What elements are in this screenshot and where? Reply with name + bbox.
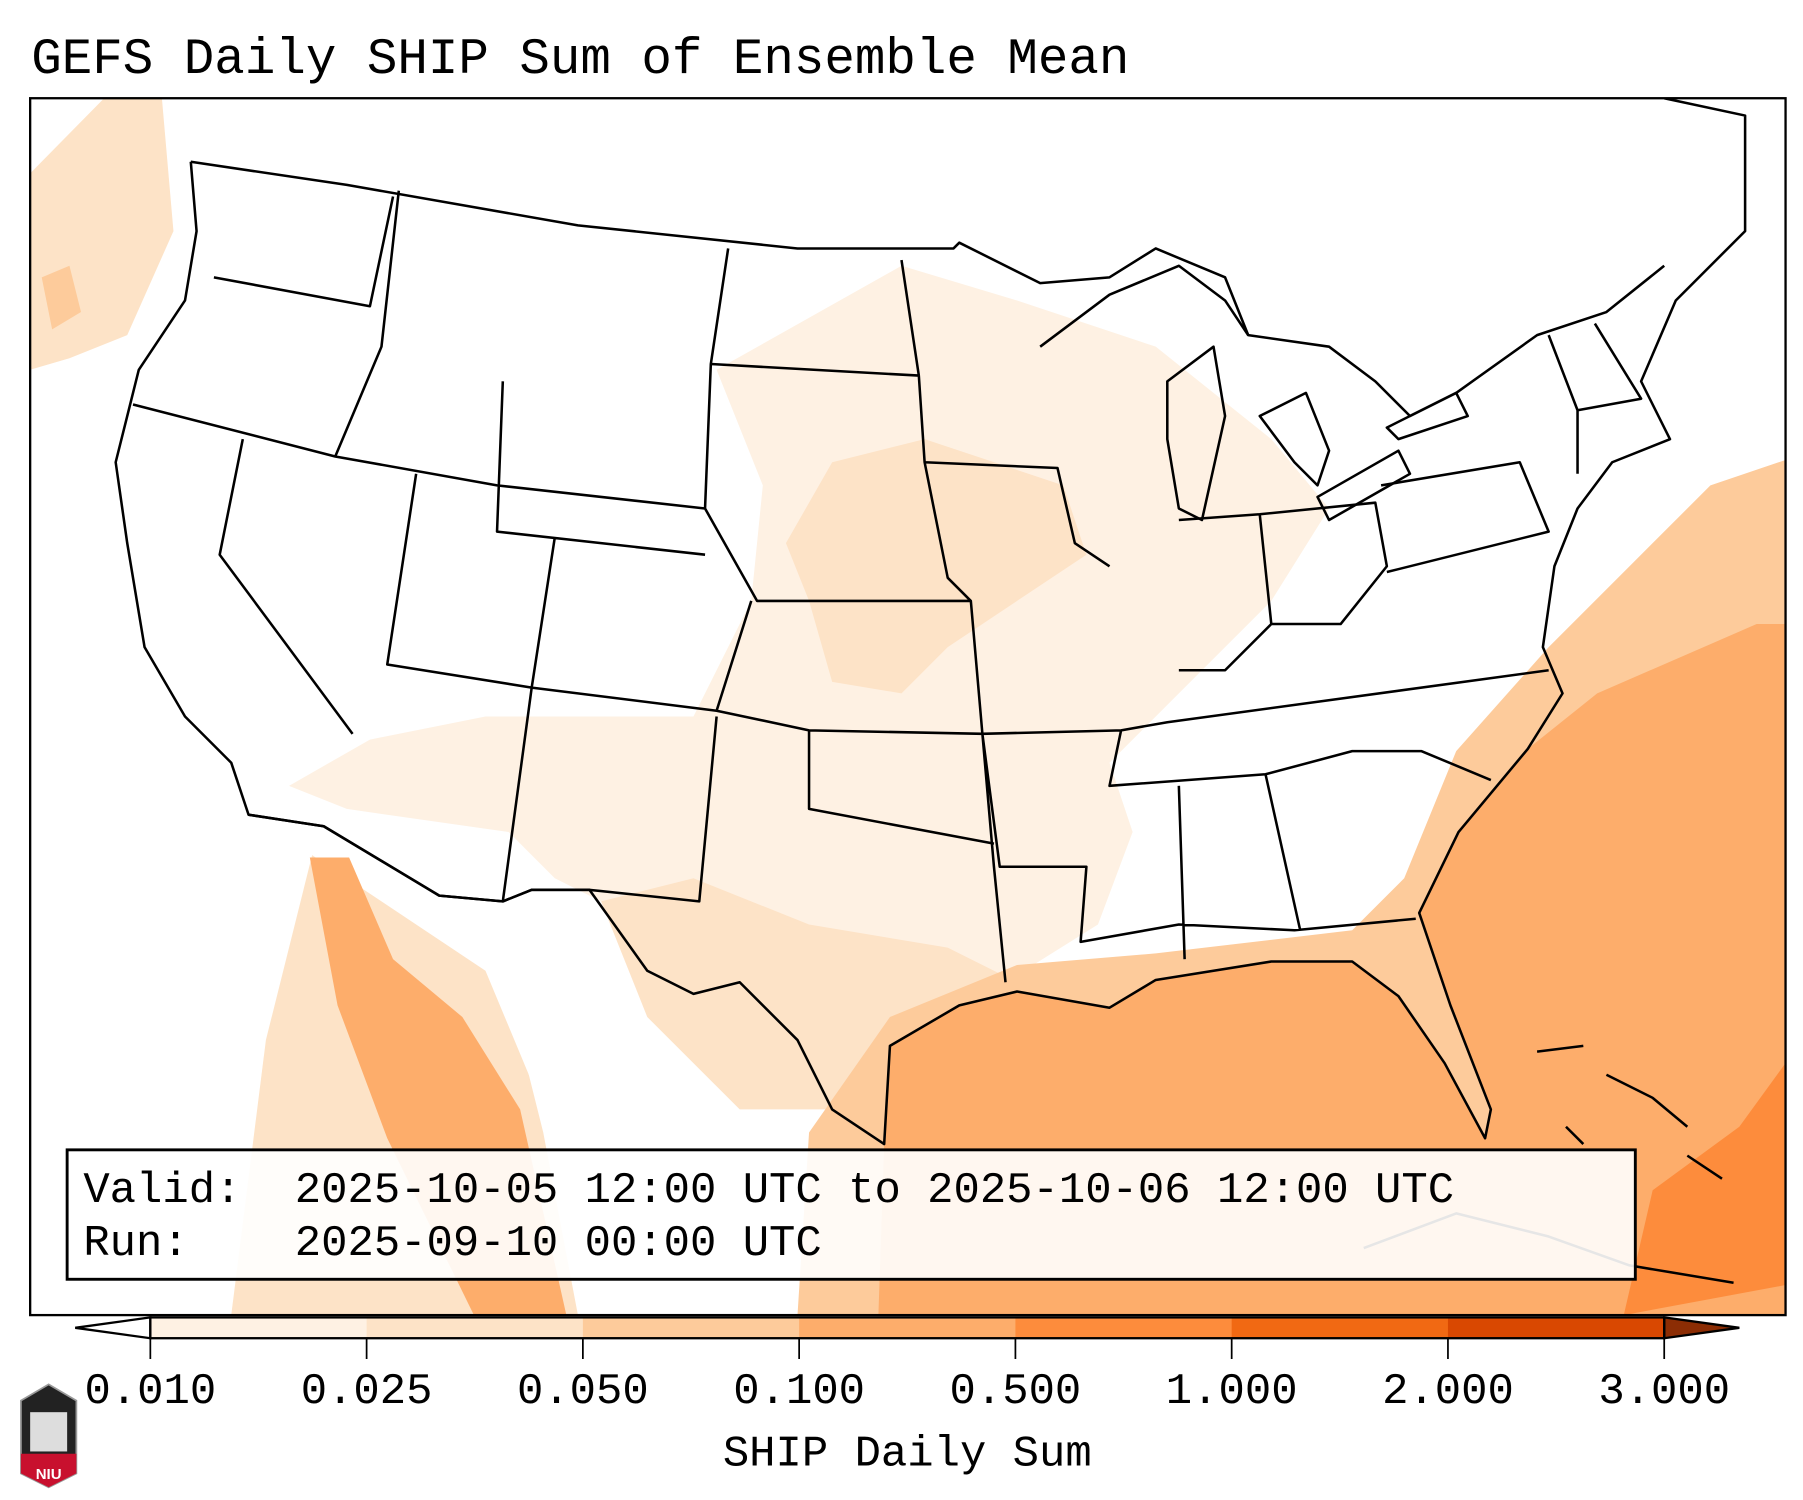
us-coastline — [114, 98, 1747, 1146]
colorbar-segment — [1231, 1317, 1449, 1339]
caribbean-islands — [1363, 1044, 1734, 1284]
map-frame — [29, 97, 1787, 1317]
run-label: Run: — [83, 1219, 188, 1269]
colorbar-tick-label: 1.000 — [1166, 1367, 1298, 1417]
great-lakes — [1039, 264, 1470, 522]
map-panel — [30, 98, 1786, 1316]
shade-se-corner — [1623, 1063, 1786, 1316]
shade-plains — [289, 265, 1330, 1017]
canada-border — [190, 160, 1666, 418]
state-lines — [132, 190, 1643, 983]
info-box: Valid: 2025-10-05 12:00 UTC to 2025-10-0… — [65, 1148, 1637, 1281]
colorbar-under-extend — [75, 1316, 152, 1340]
colorbar-tick-label: 3.000 — [1598, 1367, 1730, 1417]
shade-gulf-atlantic — [878, 624, 1786, 1316]
boundaries — [114, 98, 1747, 1284]
colorbar-over-extend — [1663, 1316, 1740, 1340]
colorbar: 0.010 0.025 0.050 0.100 0.500 1.000 2.000 3.000 — [75, 1316, 1740, 1417]
colorbar-segment — [366, 1317, 584, 1339]
shade-central — [785, 439, 1087, 694]
colorbar-tick-label: 2.000 — [1382, 1367, 1514, 1417]
shade-nw-pacific-inner — [41, 265, 82, 330]
colorbar-segment — [1447, 1317, 1665, 1339]
colorbar-tick-label: 0.025 — [301, 1367, 433, 1417]
niu-logo: NIU — [20, 1383, 78, 1489]
mexico-border — [248, 813, 590, 903]
colorbar-tick-label: 0.100 — [733, 1367, 865, 1417]
colorbar-tick-label: 0.500 — [950, 1367, 1082, 1417]
colorbar-outline — [149, 1316, 1666, 1340]
colorbar-tick-label: 0.050 — [517, 1367, 649, 1417]
colorbar-segment — [799, 1317, 1016, 1339]
colorbar-segment — [582, 1317, 800, 1339]
run-value: 2025-09-10 00:00 UTC — [295, 1219, 822, 1269]
ship-shading — [30, 98, 1786, 1316]
figure-title: GEFS Daily SHIP Sum of Ensemble Mean — [31, 32, 1129, 89]
valid-value: 2025-10-05 12:00 UTC to 2025-10-06 12:00… — [295, 1166, 1454, 1216]
colorbar-label: SHIP Daily Sum — [723, 1429, 1092, 1479]
colorbar-tick-label: 0.010 — [84, 1367, 216, 1417]
colorbar-segment — [1015, 1317, 1233, 1339]
logo-text: NIU — [36, 1466, 62, 1483]
shade-texas — [601, 878, 1018, 1110]
valid-label: Valid: — [83, 1166, 241, 1216]
colorbar-segment — [150, 1317, 368, 1339]
